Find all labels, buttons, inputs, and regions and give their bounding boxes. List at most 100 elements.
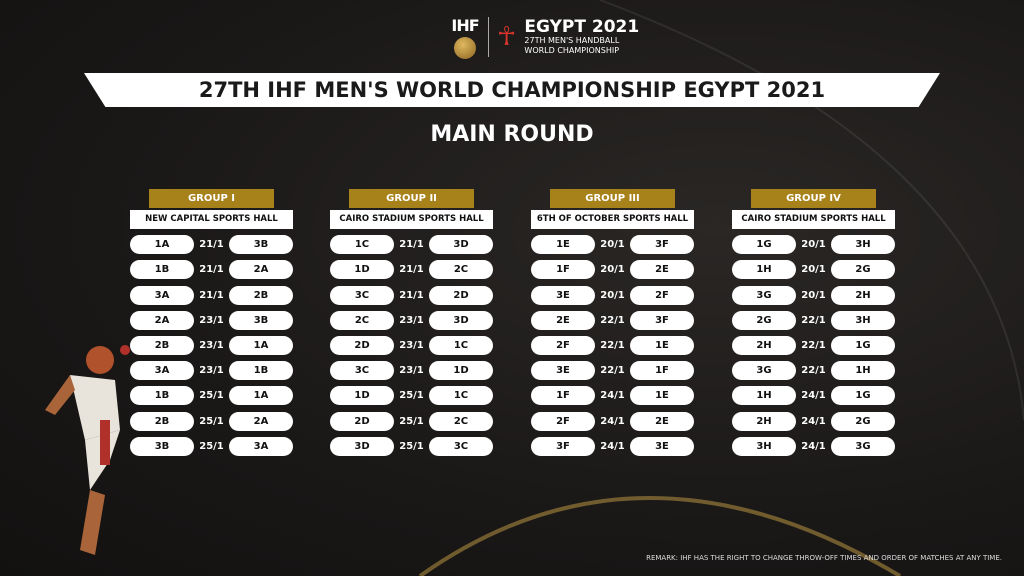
match-date: 25/1	[199, 440, 224, 452]
away-team: 1C	[429, 386, 493, 406]
home-team: 3G	[732, 285, 796, 305]
away-team: 1B	[229, 361, 293, 381]
home-team: 1B	[130, 386, 194, 406]
match-row: 3A 21/1 2B	[130, 285, 293, 305]
home-team: 1C	[330, 235, 394, 255]
away-team: 3H	[831, 310, 895, 330]
championship-logo: IHF ☥ EGYPT 2021 27TH MEN'S HANDBALL WOR…	[450, 14, 639, 60]
match-date: 23/1	[399, 365, 424, 377]
venue-label: CAIRO STADIUM SPORTS HALL	[732, 210, 895, 229]
handball-player-illustration	[45, 345, 130, 555]
home-team: 2D	[330, 411, 394, 431]
home-team: 2A	[130, 310, 194, 330]
home-team: 2D	[330, 335, 394, 355]
match-row: 1D 21/1 2C	[330, 260, 493, 280]
away-team: 1G	[831, 335, 895, 355]
match-row: 3F 24/1 3E	[531, 436, 694, 456]
home-team: 2C	[330, 310, 394, 330]
match-row: 1B 21/1 2A	[130, 260, 293, 280]
match-date: 21/1	[399, 239, 424, 251]
away-team: 2E	[630, 260, 694, 280]
away-team: 1G	[831, 386, 895, 406]
match-date: 24/1	[600, 415, 625, 427]
match-row: 2F 24/1 2E	[531, 411, 694, 431]
home-team: 3E	[531, 285, 595, 305]
away-team: 2A	[229, 411, 293, 431]
match-date: 22/1	[600, 314, 625, 326]
away-team: 2G	[831, 260, 895, 280]
match-date: 24/1	[600, 390, 625, 402]
match-date: 25/1	[199, 390, 224, 402]
home-team: 3C	[330, 285, 394, 305]
match-date: 20/1	[801, 239, 826, 251]
match-row: 2E 22/1 3F	[531, 310, 694, 330]
match-date: 22/1	[801, 339, 826, 351]
match-row: 2D 23/1 1C	[330, 335, 493, 355]
remark-text: REMARK: IHF HAS THE RIGHT TO CHANGE THRO…	[646, 554, 1002, 562]
match-date: 22/1	[600, 339, 625, 351]
away-team: 2F	[630, 285, 694, 305]
match-row: 1F 24/1 1E	[531, 386, 694, 406]
match-date: 20/1	[600, 289, 625, 301]
match-date: 20/1	[600, 239, 625, 251]
home-team: 1A	[130, 235, 194, 255]
match-date: 23/1	[399, 314, 424, 326]
match-date: 23/1	[199, 314, 224, 326]
home-team: 3B	[130, 436, 194, 456]
home-team: 1F	[531, 386, 595, 406]
match-date: 20/1	[801, 289, 826, 301]
away-team: 3H	[831, 235, 895, 255]
match-row: 1C 21/1 3D	[330, 235, 493, 255]
match-date: 22/1	[801, 314, 826, 326]
away-team: 1D	[429, 361, 493, 381]
group-1: GROUP I NEW CAPITAL SPORTS HALL 1A 21/1 3B 1B…	[130, 189, 293, 456]
match-row: 3A 23/1 1B	[130, 361, 293, 381]
match-date: 24/1	[600, 440, 625, 452]
decorative-arc	[418, 496, 902, 576]
match-row: 1D 25/1 1C	[330, 386, 493, 406]
home-team: 1E	[531, 235, 595, 255]
home-team: 2B	[130, 335, 194, 355]
group-header: GROUP I	[149, 189, 274, 208]
match-row: 1A 21/1 3B	[130, 235, 293, 255]
match-date: 21/1	[199, 239, 224, 251]
away-team: 1H	[831, 361, 895, 381]
page-title: 27TH IHF MEN'S WORLD CHAMPIONSHIP EGYPT …	[84, 73, 940, 107]
match-row: 1E 20/1 3F	[531, 235, 694, 255]
match-row: 1F 20/1 2E	[531, 260, 694, 280]
round-title: MAIN ROUND	[430, 122, 594, 147]
match-date: 22/1	[600, 365, 625, 377]
match-date: 23/1	[199, 339, 224, 351]
match-date: 21/1	[399, 264, 424, 276]
group-header: GROUP III	[550, 189, 675, 208]
venue-label: 6TH OF OCTOBER SPORTS HALL	[531, 210, 694, 229]
match-row: 1H 20/1 2G	[732, 260, 895, 280]
match-row: 1G 20/1 3H	[732, 235, 895, 255]
home-team: 1G	[732, 235, 796, 255]
away-team: 1C	[429, 335, 493, 355]
away-team: 2B	[229, 285, 293, 305]
away-team: 2A	[229, 260, 293, 280]
match-row: 3C 23/1 1D	[330, 361, 493, 381]
event-logo-title: EGYPT 2021	[524, 17, 640, 37]
away-team: 3G	[831, 436, 895, 456]
away-team: 1E	[630, 386, 694, 406]
match-date: 24/1	[801, 440, 826, 452]
match-date: 25/1	[399, 390, 424, 402]
event-logo-sub1: 27TH MEN'S HANDBALL	[524, 36, 620, 45]
match-row: 2F 22/1 1E	[531, 335, 694, 355]
logo-divider	[488, 17, 489, 57]
away-team: 3E	[630, 436, 694, 456]
group-2: GROUP II CAIRO STADIUM SPORTS HALL 1C 21/1 3…	[330, 189, 493, 456]
ihf-logo: IHF	[451, 15, 479, 35]
match-date: 24/1	[801, 415, 826, 427]
home-team: 3D	[330, 436, 394, 456]
match-date: 24/1	[801, 390, 826, 402]
match-date: 20/1	[801, 264, 826, 276]
match-row: 3B 25/1 3A	[130, 436, 293, 456]
group-3: GROUP III 6TH OF OCTOBER SPORTS HALL 1E 20/…	[531, 189, 694, 456]
match-row: 2H 24/1 2G	[732, 411, 895, 431]
away-team: 1A	[229, 335, 293, 355]
match-row: 2D 25/1 2C	[330, 411, 493, 431]
away-team: 2G	[831, 411, 895, 431]
